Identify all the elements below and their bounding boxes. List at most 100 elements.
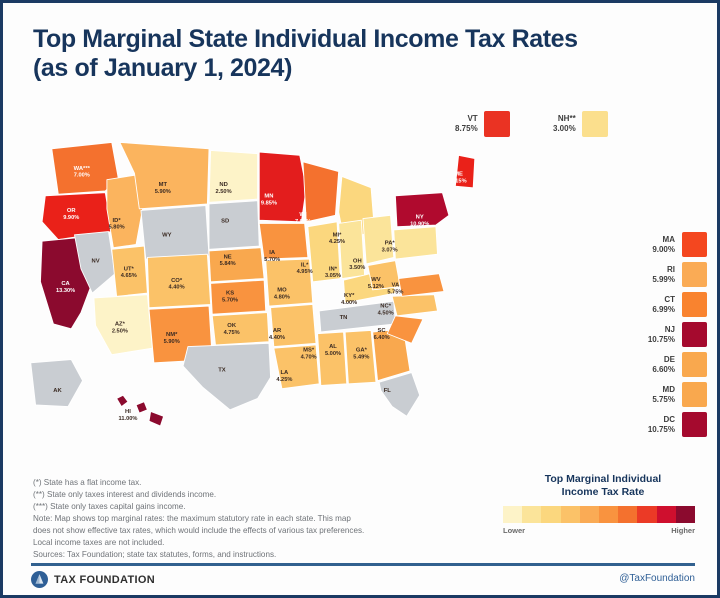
rate-scale-legend: Top Marginal Individual Income Tax Rate … bbox=[503, 473, 703, 535]
footnote-line-2: (**) State only taxes interest and divid… bbox=[33, 489, 217, 499]
state-ms[interactable] bbox=[317, 331, 348, 386]
footnote-line-6: Local income taxes are not included. bbox=[33, 537, 165, 547]
footnote-line-3: (***) State only taxes capital gains inc… bbox=[33, 501, 186, 511]
state-in[interactable] bbox=[338, 219, 366, 279]
side-state-legend: MA 9.00% RI 5.99% CT 6.99% NJ 10.75% DE 6.60% MD 5.… bbox=[601, 231, 707, 441]
state-ut[interactable] bbox=[111, 245, 148, 297]
state-ia[interactable] bbox=[258, 222, 309, 260]
legend-scale-step-8 bbox=[637, 506, 657, 524]
legend-state-swatch-dc bbox=[682, 412, 707, 437]
legend-state-vt[interactable]: VT 8.75% bbox=[455, 111, 510, 137]
legend-state-ri[interactable]: RI 5.99% bbox=[601, 261, 707, 288]
footnote-line-1: (*) State has a flat income tax. bbox=[33, 478, 142, 487]
footnote-line-5: does not show effective tax rates, which… bbox=[33, 525, 365, 535]
legend-state-nj[interactable]: NJ 10.75% bbox=[601, 321, 707, 348]
state-mn[interactable] bbox=[258, 151, 307, 223]
legend-state-text-nh: NH** 3.00% bbox=[553, 114, 576, 133]
legend-state-text-ri: RI 5.99% bbox=[652, 264, 675, 284]
legend-scale-step-3 bbox=[541, 506, 561, 524]
legend-state-swatch-ri bbox=[682, 262, 707, 287]
state-ok[interactable] bbox=[211, 312, 270, 346]
legend-scale-step-9 bbox=[656, 506, 676, 524]
footer-divider bbox=[31, 563, 695, 566]
legend-state-de[interactable]: DE 6.60% bbox=[601, 351, 707, 378]
tax-foundation-logo-icon bbox=[31, 571, 48, 588]
state-ak[interactable] bbox=[30, 359, 84, 407]
legend-state-text-ct: CT 6.99% bbox=[652, 294, 675, 314]
state-pa[interactable] bbox=[393, 226, 438, 260]
state-label-hi: HI 11.00% bbox=[119, 409, 138, 422]
title-line-2: (as of January 1, 2024) bbox=[33, 53, 292, 82]
state-mt[interactable] bbox=[119, 141, 210, 210]
legend-scale-step-7 bbox=[618, 506, 638, 524]
legend-scale-step-4 bbox=[560, 506, 580, 524]
legend-title-line-2: Income Tax Rate bbox=[561, 486, 645, 499]
footnote-line-7: Sources: Tax Foundation; state tax statu… bbox=[33, 549, 277, 559]
state-ne[interactable] bbox=[208, 247, 265, 283]
state-ar[interactable] bbox=[270, 304, 317, 348]
state-wv[interactable] bbox=[367, 260, 401, 291]
page-title: Top Marginal State Individual Income Tax… bbox=[33, 25, 693, 82]
legend-state-text-ma: MA 9.00% bbox=[652, 234, 675, 254]
state-wy[interactable] bbox=[140, 205, 210, 260]
brand-name: TAX FOUNDATION bbox=[54, 573, 155, 586]
state-oh[interactable] bbox=[362, 214, 395, 265]
state-mo[interactable] bbox=[265, 258, 314, 307]
legend-state-ma[interactable]: MA 9.00% bbox=[601, 231, 707, 258]
state-shapes-group bbox=[30, 141, 476, 427]
title-line-1: Top Marginal State Individual Income Tax… bbox=[33, 25, 578, 53]
state-co[interactable] bbox=[146, 253, 212, 309]
state-nc[interactable] bbox=[391, 294, 438, 317]
legend-state-swatch-de bbox=[682, 352, 707, 377]
legend-state-text-md: MD 5.75% bbox=[652, 384, 675, 404]
legend-state-md[interactable]: MD 5.75% bbox=[601, 381, 707, 408]
top-state-legend: VT 8.75% NH** 3.00% bbox=[455, 111, 655, 151]
state-sd[interactable] bbox=[208, 200, 260, 250]
legend-state-swatch-nj bbox=[682, 322, 707, 347]
state-me[interactable] bbox=[454, 154, 476, 189]
legend-endpoints: Lower Higher bbox=[503, 526, 695, 535]
legend-scale-step-2 bbox=[522, 506, 542, 524]
legend-state-swatch-ma bbox=[682, 232, 707, 257]
legend-scale-step-6 bbox=[599, 506, 619, 524]
state-la[interactable] bbox=[273, 344, 320, 390]
footnote-line-4: Note: Map shows top marginal rates: the … bbox=[33, 513, 351, 523]
social-handle[interactable]: @TaxFoundation bbox=[619, 573, 695, 584]
state-hi[interactable] bbox=[116, 394, 165, 427]
state-va[interactable] bbox=[398, 273, 445, 297]
legend-state-text-dc: DC 10.75% bbox=[647, 414, 675, 434]
state-tx[interactable] bbox=[182, 342, 272, 411]
state-nd[interactable] bbox=[208, 150, 259, 203]
state-az[interactable] bbox=[93, 294, 153, 356]
state-wi[interactable] bbox=[302, 161, 340, 223]
choropleth-map: WA*** 7.00% OR 9.90% CA 13.30% ID* 5.80% NV MT 5.9… bbox=[21, 95, 491, 475]
legend-state-ct[interactable]: CT 6.99% bbox=[601, 291, 707, 318]
legend-state-text-de: DE 6.60% bbox=[652, 354, 675, 374]
state-il[interactable] bbox=[307, 221, 341, 283]
footer: TAX FOUNDATION @TaxFoundation bbox=[31, 571, 695, 593]
legend-state-text-vt: VT 8.75% bbox=[455, 114, 478, 133]
legend-scale-step-1 bbox=[503, 506, 523, 524]
legend-scale-step-5 bbox=[579, 506, 600, 524]
brand-lockup: TAX FOUNDATION bbox=[31, 571, 155, 588]
legend-state-nh[interactable]: NH** 3.00% bbox=[553, 111, 608, 137]
state-ny[interactable] bbox=[394, 192, 450, 228]
state-al[interactable] bbox=[344, 329, 377, 385]
legend-low-label: Lower bbox=[503, 526, 526, 536]
legend-state-swatch-ct bbox=[682, 292, 707, 317]
state-ks[interactable] bbox=[210, 279, 267, 315]
legend-high-label: Higher bbox=[671, 526, 695, 536]
legend-scale-step-10 bbox=[675, 506, 696, 524]
state-fl[interactable] bbox=[378, 372, 421, 417]
legend-title: Top Marginal Individual Income Tax Rate bbox=[503, 473, 703, 499]
state-nv[interactable] bbox=[74, 231, 116, 294]
state-sc[interactable] bbox=[386, 315, 424, 344]
legend-state-swatch-nh bbox=[581, 111, 608, 137]
legend-state-dc[interactable]: DC 10.75% bbox=[601, 411, 707, 438]
state-tn[interactable] bbox=[318, 300, 396, 333]
legend-title-line-1: Top Marginal Individual bbox=[544, 473, 662, 485]
legend-state-swatch-vt bbox=[483, 111, 510, 137]
legend-state-swatch-md bbox=[682, 382, 707, 407]
